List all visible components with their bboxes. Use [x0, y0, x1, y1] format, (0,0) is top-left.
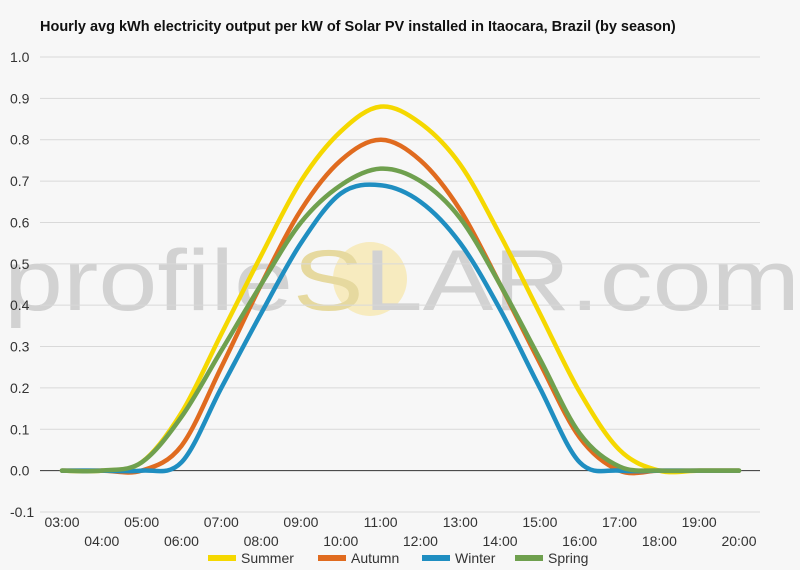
legend-swatch: [422, 555, 450, 561]
legend-label: Summer: [241, 550, 294, 566]
watermark-sun-icon: [333, 242, 407, 316]
y-tick-label: 0.9: [10, 90, 30, 106]
x-tick-label: 10:00: [323, 533, 358, 549]
legend-item-autumn: Autumn: [318, 550, 399, 566]
x-tick-label: 05:00: [124, 514, 159, 530]
x-tick-label: 07:00: [204, 514, 239, 530]
x-tick-label: 08:00: [244, 533, 279, 549]
series-line-winter: [59, 182, 742, 474]
watermark: profile S LAR.com: [4, 233, 800, 329]
y-tick-label: 0.1: [10, 421, 30, 437]
y-tick-label: 0.2: [10, 380, 30, 396]
x-tick-label: 14:00: [483, 533, 518, 549]
y-tick-label: 0.6: [10, 214, 30, 230]
y-tick-label: 0.7: [10, 173, 30, 189]
y-axis: -0.1 0.0 0.1 0.2 0.3 0.4 0.5 0.6 0.7 0.8 0.9 1.0: [10, 49, 34, 520]
y-tick-label: 0.0: [10, 463, 30, 479]
y-tick-label: 0.8: [10, 132, 30, 148]
x-tick-label: 15:00: [522, 514, 557, 530]
x-tick-label: 20:00: [721, 533, 756, 549]
legend-swatch: [515, 555, 543, 561]
legend-item-summer: Summer: [208, 550, 294, 566]
x-tick-label: 06:00: [164, 533, 199, 549]
x-tick-label: 12:00: [403, 533, 438, 549]
x-tick-label: 13:00: [443, 514, 478, 530]
legend-item-spring: Spring: [515, 550, 588, 566]
legend-item-winter: Winter: [422, 550, 496, 566]
x-tick-label: 16:00: [562, 533, 597, 549]
series-line-summer: [59, 104, 742, 475]
legend-label: Spring: [548, 550, 588, 566]
legend-swatch: [318, 555, 346, 561]
legend-label: Winter: [455, 550, 496, 566]
y-tick-label: 1.0: [10, 49, 30, 65]
x-tick-label: 17:00: [602, 514, 637, 530]
x-tick-label: 04:00: [84, 533, 119, 549]
x-tick-label: 03:00: [44, 514, 79, 530]
x-tick-label: 11:00: [364, 514, 398, 530]
y-tick-label: 0.5: [10, 256, 30, 272]
x-tick-label: 18:00: [642, 533, 677, 549]
watermark-text: profile S LAR.com: [4, 233, 800, 329]
legend-swatch: [208, 555, 236, 561]
series-line-spring: [59, 166, 742, 474]
series-lines: [59, 104, 742, 476]
legend: Summer Autumn Winter Spring: [208, 550, 588, 566]
y-tick-label: 0.3: [10, 339, 30, 355]
x-tick-label: 09:00: [283, 514, 318, 530]
chart-title: Hourly avg kWh electricity output per kW…: [40, 19, 676, 35]
y-tick-label: 0.4: [10, 297, 30, 313]
x-tick-label: 19:00: [682, 514, 717, 530]
legend-label: Autumn: [351, 550, 399, 566]
y-tick-label: -0.1: [10, 504, 34, 520]
